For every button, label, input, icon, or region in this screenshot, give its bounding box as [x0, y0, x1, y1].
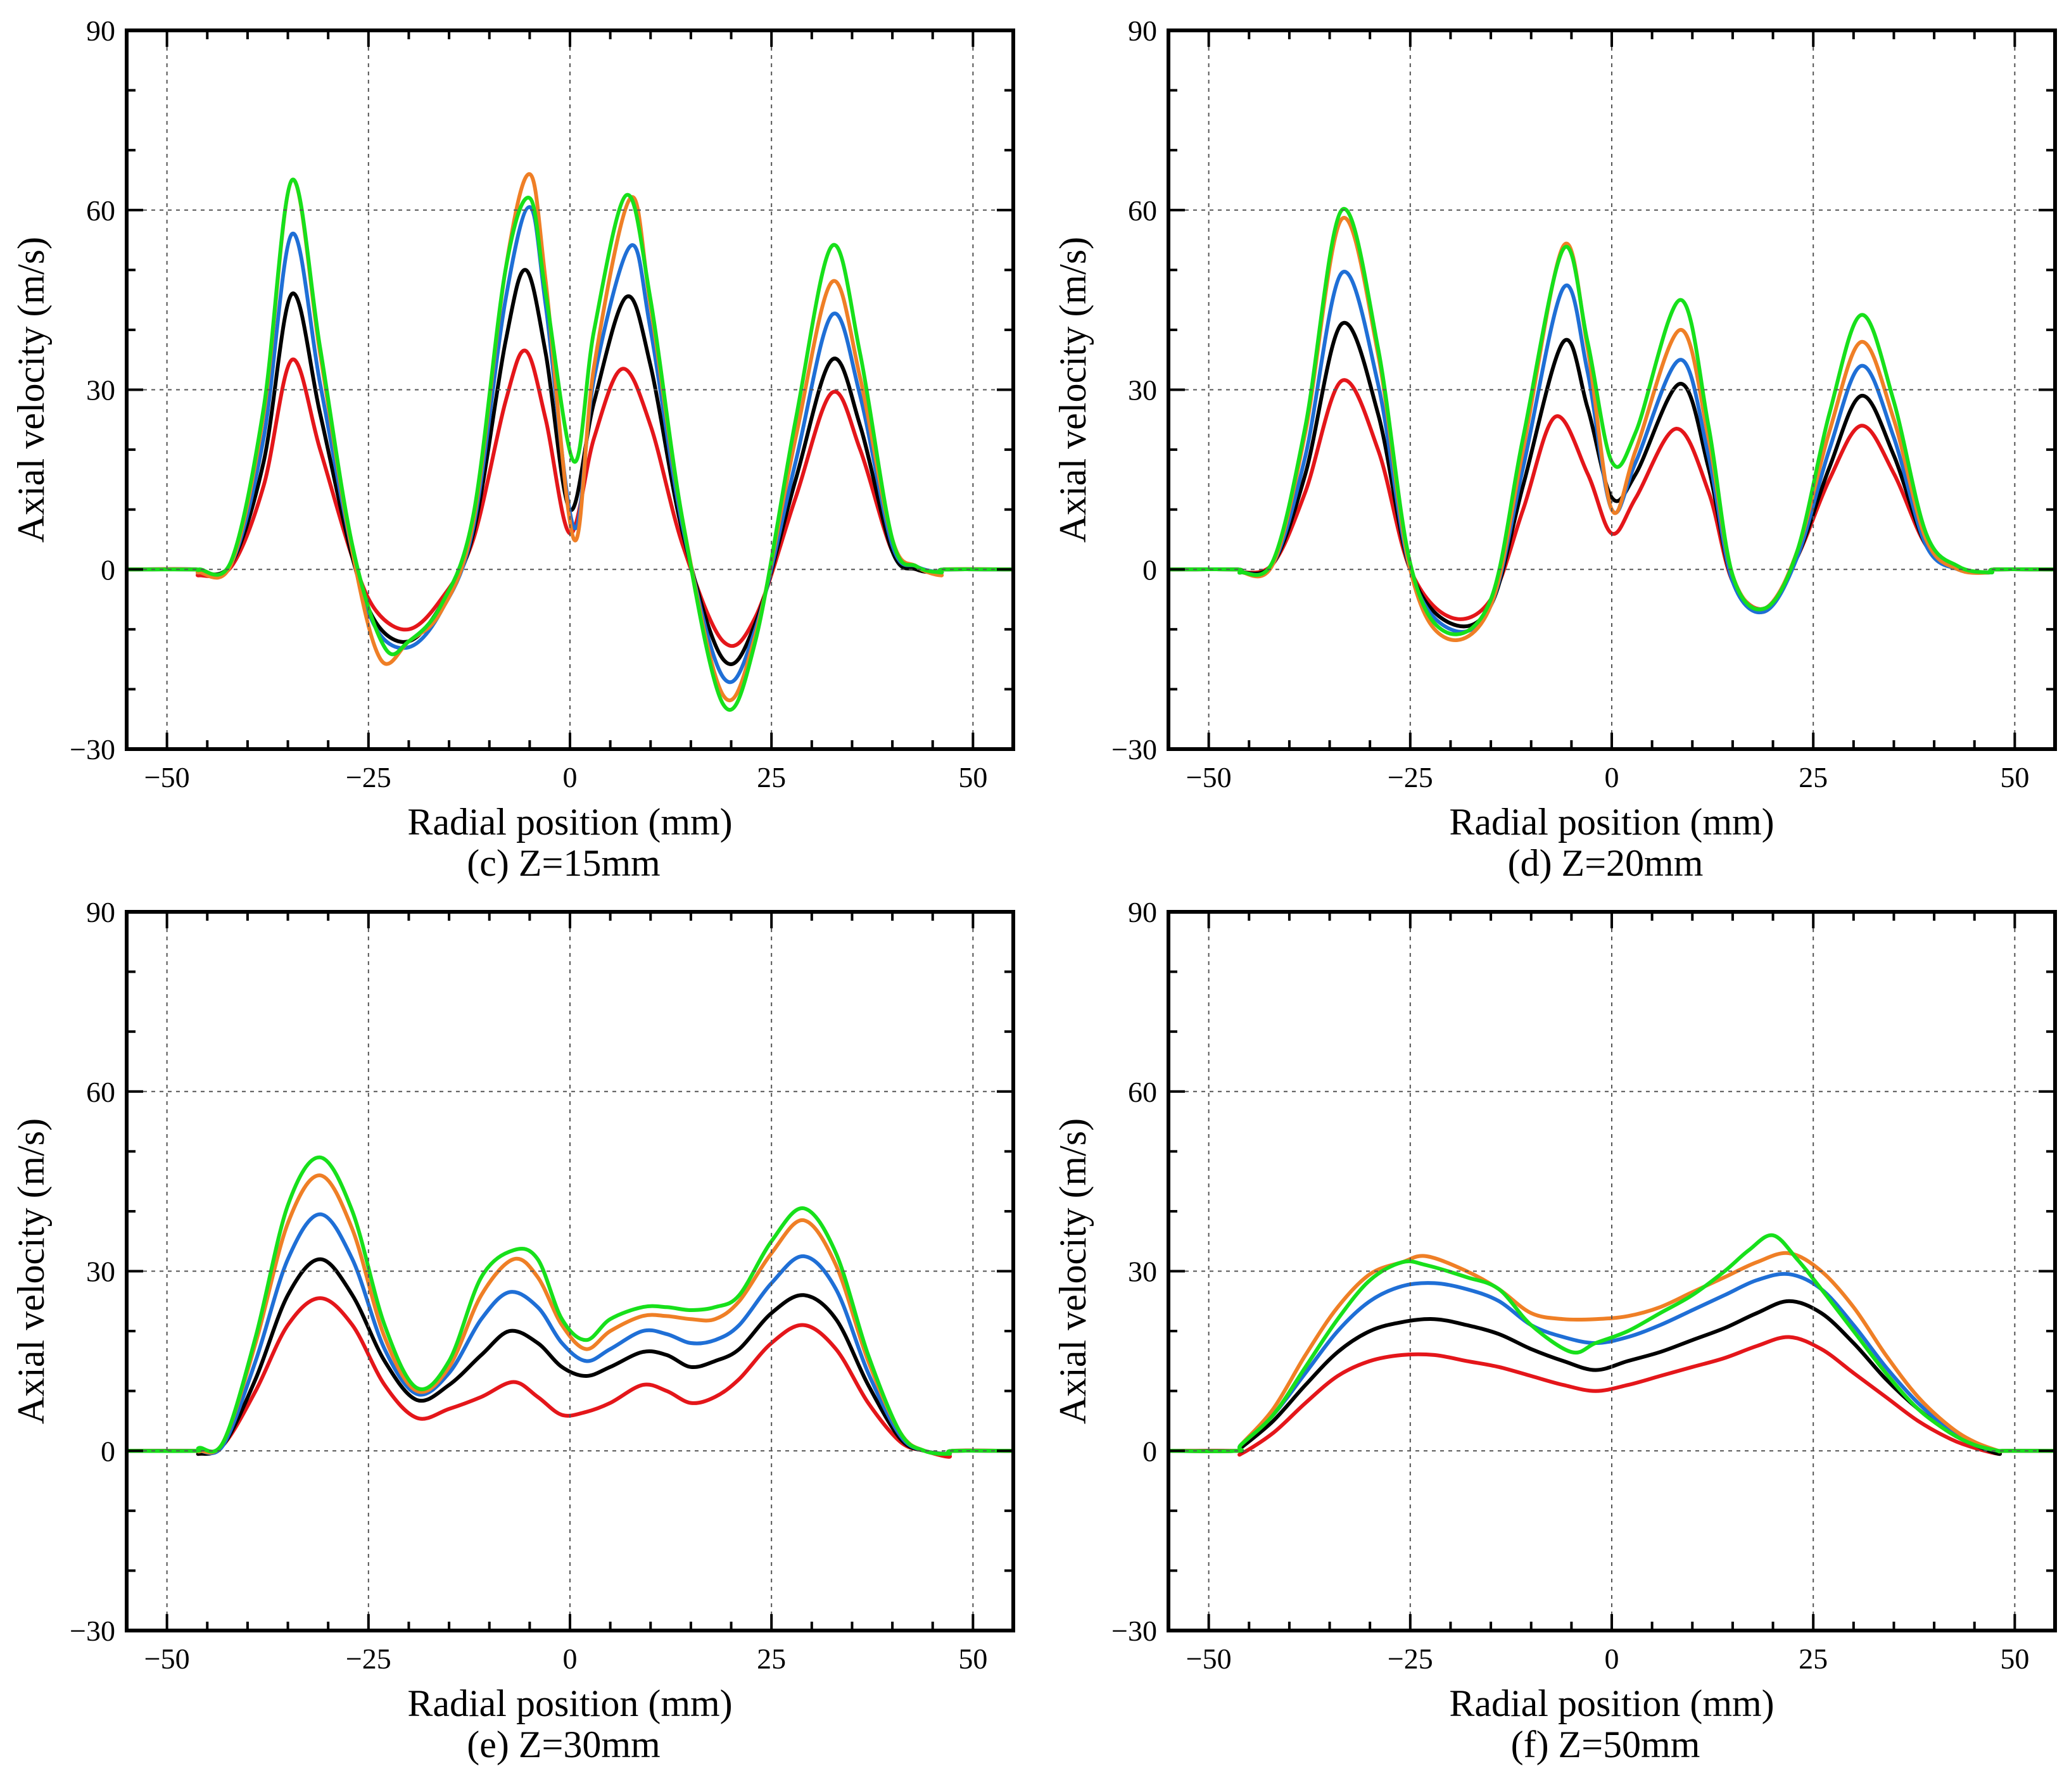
panel-caption: (e) Z=30mm	[467, 1724, 660, 1765]
panel-caption: (c) Z=15mm	[467, 842, 660, 884]
x-tick-label: 25	[1799, 1643, 1828, 1675]
series-line-blue	[1167, 1271, 2057, 1453]
x-tick-label: −50	[144, 761, 190, 793]
y-tick-label: 30	[1128, 1256, 1157, 1288]
x-axis-title: Radial position (mm)	[407, 1682, 732, 1724]
panel-d: −50 −25 0 25 50 −30 0 30 60 90 Radial position (m…	[1052, 15, 2057, 884]
series-line-green	[125, 177, 1015, 712]
x-tick-label: 25	[1799, 761, 1828, 793]
y-axis-title: Axial velocity (m/s)	[1052, 237, 1094, 543]
x-tick-label: 50	[958, 1643, 987, 1675]
series-line-red	[1167, 1335, 2057, 1457]
y-axis-title: Axial velocity (m/s)	[10, 1118, 52, 1424]
series-line-blue	[125, 1212, 1015, 1456]
series-line-green	[1167, 1233, 2057, 1453]
x-tick-label: −50	[1186, 761, 1232, 793]
y-tick-label: 30	[86, 374, 115, 407]
series-line-orange	[125, 1173, 1015, 1456]
panel-caption: (f) Z=50mm	[1511, 1724, 1700, 1765]
panel-c: −50 −25 0 25 50 −30 0 30 60 90 Radial position (m…	[10, 15, 1015, 884]
y-tick-label: 60	[86, 1076, 115, 1108]
y-tick-label: 90	[86, 896, 115, 928]
series-line-black	[125, 268, 1015, 666]
series-line-green	[1167, 206, 2057, 636]
y-tick-label: 60	[1128, 1076, 1157, 1108]
y-tick-label: 90	[1128, 15, 1157, 47]
panel-f: −50 −25 0 25 50 −30 0 30 60 90 Radial position (m…	[1052, 896, 2057, 1765]
y-tick-label: 30	[1128, 374, 1157, 407]
y-tick-label: −30	[70, 733, 115, 766]
series-line-red	[125, 1296, 1015, 1459]
series-line-black	[125, 1257, 1015, 1456]
y-axis-title: Axial velocity (m/s)	[1052, 1118, 1094, 1424]
x-tick-label: 0	[1605, 1643, 1619, 1675]
x-tick-label: 25	[757, 761, 786, 793]
x-tick-label: 0	[563, 761, 578, 793]
x-tick-label: −25	[346, 761, 391, 793]
y-tick-label: 30	[86, 1256, 115, 1288]
x-tick-label: 50	[958, 761, 987, 793]
y-tick-label: 0	[101, 1435, 115, 1467]
y-tick-label: 90	[1128, 896, 1157, 928]
y-tick-label: 0	[1142, 553, 1157, 586]
y-tick-label: −30	[1111, 733, 1157, 766]
y-tick-label: 0	[1142, 1435, 1157, 1467]
series-line-red	[125, 348, 1015, 648]
x-axis-title: Radial position (mm)	[1449, 1682, 1774, 1724]
x-tick-label: 0	[1605, 761, 1619, 793]
x-tick-label: −50	[144, 1643, 190, 1675]
x-axis-title: Radial position (mm)	[407, 801, 732, 843]
panel-caption: (d) Z=20mm	[1508, 842, 1704, 884]
x-axis-title: Radial position (mm)	[1449, 801, 1774, 843]
y-axis-title: Axial velocity (m/s)	[10, 237, 52, 543]
x-tick-label: 50	[2000, 1643, 2029, 1675]
y-tick-label: 0	[101, 553, 115, 586]
y-tick-label: 60	[1128, 194, 1157, 227]
y-tick-label: 60	[86, 194, 115, 227]
series-line-orange	[1167, 1251, 2057, 1454]
x-tick-label: −25	[1388, 1643, 1433, 1675]
series-line-green	[125, 1155, 1015, 1456]
x-tick-label: 50	[2000, 761, 2029, 793]
x-tick-label: −25	[346, 1643, 391, 1675]
x-tick-label: 25	[757, 1643, 786, 1675]
y-tick-label: −30	[70, 1615, 115, 1647]
x-tick-label: 0	[563, 1643, 578, 1675]
y-tick-label: −30	[1111, 1615, 1157, 1647]
panel-e: −50 −25 0 25 50 −30 0 30 60 90 Radial position (m…	[10, 896, 1015, 1765]
x-tick-label: −25	[1388, 761, 1433, 793]
x-tick-label: −50	[1186, 1643, 1232, 1675]
y-tick-label: 90	[86, 15, 115, 47]
